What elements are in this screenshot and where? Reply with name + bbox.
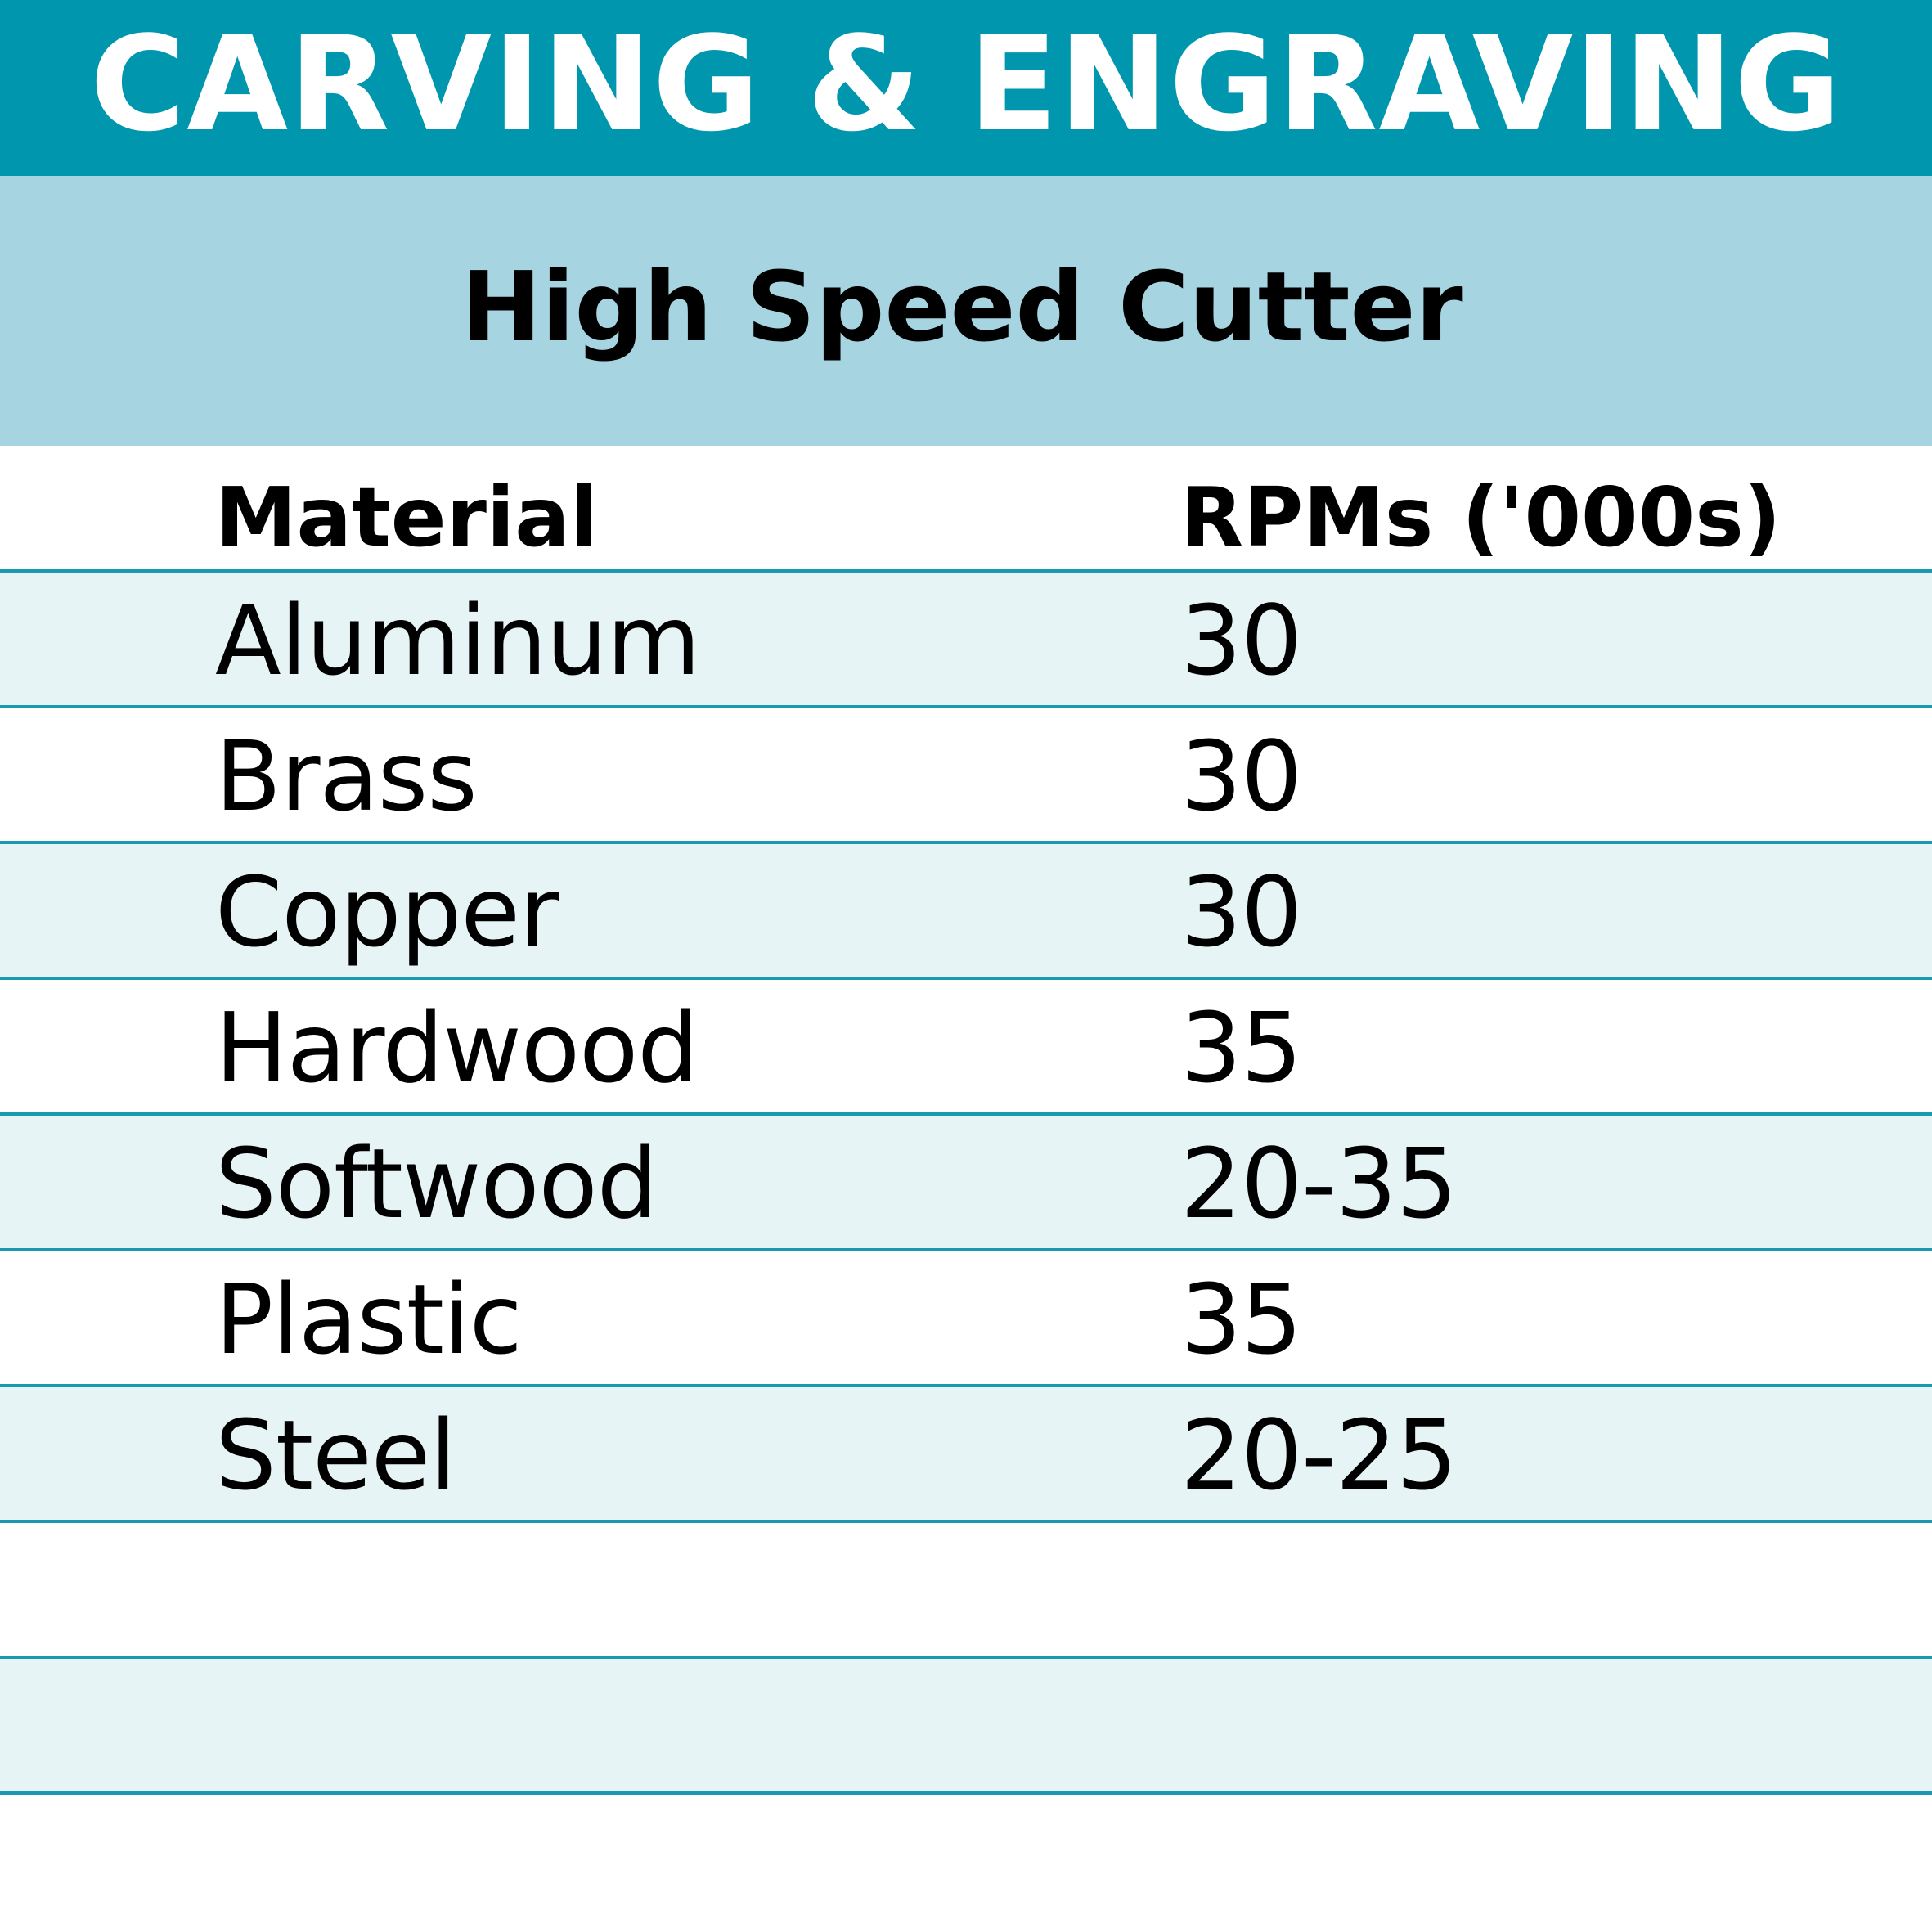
table-row: Hardwood 35	[0, 980, 1932, 1116]
title-bar: CARVING & ENGRAVING	[0, 0, 1932, 176]
rpm-cell: 20-35	[1180, 1127, 1458, 1240]
rpm-cell: 20-25	[1180, 1399, 1458, 1512]
rpm-cell: 30	[1180, 720, 1302, 833]
rpm-cell: 35	[1180, 991, 1302, 1104]
column-header-material: Material	[215, 470, 598, 565]
rpm-table: Material RPMs ('000s) Aluminum 30 Brass …	[0, 446, 1932, 1795]
table-row: Softwood 20-35	[0, 1116, 1932, 1251]
table-row: Brass 30	[0, 708, 1932, 844]
table-row: Plastic 35	[0, 1251, 1932, 1387]
subtitle-bar: High Speed Cutter	[0, 176, 1932, 446]
material-cell: Hardwood	[215, 991, 699, 1104]
table-row: Copper 30	[0, 844, 1932, 980]
table-header-row: Material RPMs ('000s)	[0, 446, 1932, 573]
material-cell: Plastic	[215, 1263, 523, 1376]
rpm-cell: 30	[1180, 584, 1302, 697]
table-row: Steel 20-25	[0, 1387, 1932, 1523]
table-row-empty	[0, 1659, 1932, 1795]
rpm-cell: 35	[1180, 1263, 1302, 1376]
column-header-rpm: RPMs ('000s)	[1180, 470, 1781, 565]
material-cell: Aluminum	[215, 584, 701, 697]
page-subtitle: High Speed Cutter	[461, 250, 1463, 363]
material-cell: Copper	[215, 856, 559, 968]
table-row-empty	[0, 1523, 1932, 1659]
material-cell: Softwood	[215, 1127, 658, 1240]
page-title: CARVING & ENGRAVING	[89, 7, 1843, 160]
material-cell: Brass	[215, 720, 478, 833]
table-row: Aluminum 30	[0, 573, 1932, 708]
rpm-cell: 30	[1180, 856, 1302, 968]
material-cell: Steel	[215, 1399, 456, 1512]
